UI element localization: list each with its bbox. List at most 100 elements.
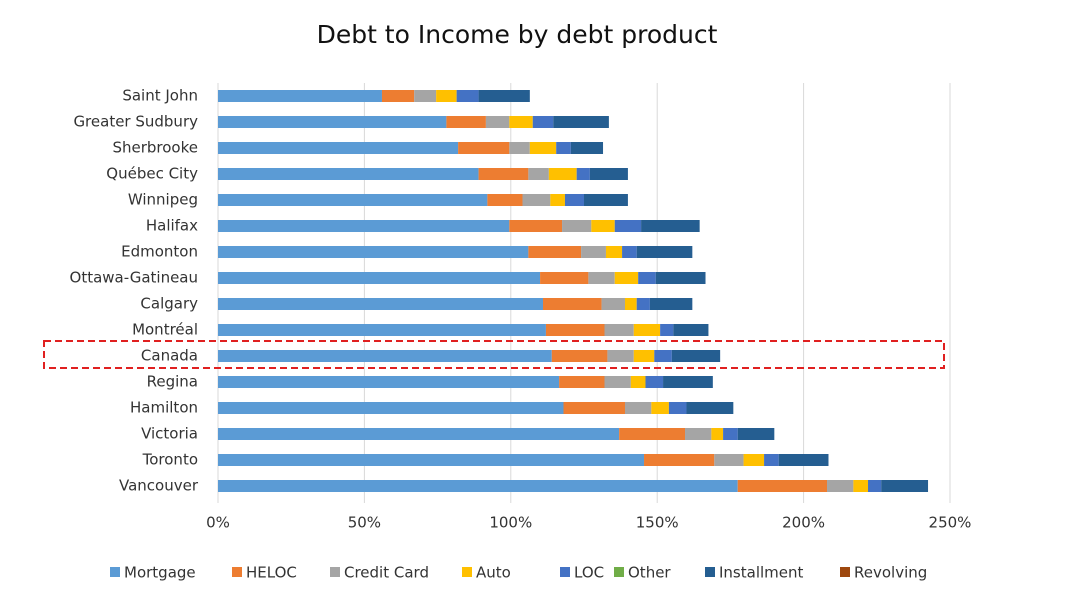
bar-segment: [604, 324, 634, 336]
bar-segment: [868, 480, 882, 492]
bar-segment: [540, 272, 589, 284]
bar-segment: [218, 324, 546, 336]
bar-segment: [591, 220, 615, 232]
y-tick-label: Montréal: [132, 321, 198, 339]
bar-segment: [522, 194, 551, 206]
legend-swatch: [614, 567, 624, 577]
legend-label: Auto: [476, 564, 511, 582]
legend-swatch: [560, 567, 570, 577]
bars: [218, 90, 929, 492]
bar-segment: [827, 480, 854, 492]
bar-segment: [553, 116, 609, 128]
bar-segment: [478, 168, 529, 180]
bar-segment: [509, 220, 563, 232]
bar-segment: [545, 324, 605, 336]
bar-segment: [218, 350, 552, 362]
bar-segment: [381, 90, 415, 102]
bar-segment: [764, 454, 779, 466]
bar-segment: [218, 142, 459, 154]
y-tick-label: Toronto: [142, 451, 198, 469]
bar-segment: [528, 246, 582, 258]
bar-segment: [548, 168, 577, 180]
bar-segment: [564, 194, 584, 206]
bar-segment: [589, 168, 628, 180]
bar-segment: [446, 116, 486, 128]
highlight-box: [43, 340, 945, 369]
y-tick-label: Halifax: [146, 217, 198, 235]
bar-segment: [543, 298, 602, 310]
legend-swatch: [840, 567, 850, 577]
bar-segment: [509, 142, 530, 154]
bar-segment: [660, 324, 674, 336]
legend-label: Installment: [719, 564, 804, 582]
bar-segment: [663, 376, 713, 388]
y-tick-label: Ottawa-Gatineau: [70, 269, 198, 287]
bar-segment: [743, 454, 765, 466]
legend-swatch: [232, 567, 242, 577]
bar-segment: [218, 168, 479, 180]
bar-segment: [584, 194, 628, 206]
y-tick-label: Greater Sudbury: [73, 113, 198, 131]
legend-swatch: [462, 567, 472, 577]
bar-segment: [645, 376, 664, 388]
bar-segment: [218, 376, 560, 388]
bar-segment: [633, 350, 655, 362]
x-tick-label: 250%: [929, 514, 972, 532]
bar-segment: [636, 298, 650, 310]
bar-segment: [576, 168, 590, 180]
x-tick-label: 0%: [206, 514, 230, 532]
bar-segment: [487, 194, 523, 206]
bar-segment: [624, 402, 652, 414]
bar-segment: [529, 142, 557, 154]
x-tick-label: 100%: [489, 514, 532, 532]
bar-segment: [714, 454, 744, 466]
bar-segment: [218, 454, 645, 466]
labels: 0% 50% 100% 150% 200% 250% Saint John Greater S…: [70, 87, 972, 582]
bar-segment: [644, 454, 715, 466]
legend-label: Revolving: [854, 564, 927, 582]
bar-segment: [685, 428, 712, 440]
legend-label: Other: [628, 564, 671, 582]
bar-segment: [604, 376, 631, 388]
bar-segment: [737, 480, 828, 492]
y-tick-label: Vancouver: [119, 477, 199, 495]
bar-segment: [218, 246, 529, 258]
bar-segment: [651, 402, 669, 414]
bar-segment: [668, 402, 687, 414]
legend-label: LOC: [574, 564, 604, 582]
y-tick-label: Saint John: [122, 87, 198, 105]
y-tick-label: Regina: [147, 373, 198, 391]
bar-segment: [581, 246, 606, 258]
bar-segment: [630, 376, 646, 388]
bar-segment: [218, 428, 620, 440]
y-tick-label: Winnipeg: [128, 191, 198, 209]
y-tick-label: Edmonton: [121, 243, 198, 261]
y-tick-label: Québec City: [106, 165, 198, 183]
bar-segment: [723, 428, 738, 440]
bar-segment: [562, 220, 592, 232]
bar-segment: [218, 90, 382, 102]
bar-segment: [649, 298, 693, 310]
bar-segment: [551, 350, 608, 362]
bar-segment: [556, 142, 571, 154]
bar-segment: [607, 350, 634, 362]
bar-segment: [559, 376, 605, 388]
bar-segment: [614, 272, 639, 284]
bar-segment: [614, 220, 642, 232]
bar-segment: [737, 428, 775, 440]
bar-segment: [218, 220, 510, 232]
legend-swatch: [330, 567, 340, 577]
bar-segment: [550, 194, 565, 206]
x-tick-label: 150%: [636, 514, 679, 532]
bar-segment: [532, 116, 554, 128]
bar-segment: [601, 298, 625, 310]
bar-segment: [641, 220, 700, 232]
y-tick-label: Victoria: [141, 425, 198, 443]
legend-swatch: [110, 567, 120, 577]
bar-segment: [881, 480, 929, 492]
chart-title: Debt to Income by debt product: [317, 20, 718, 49]
bar-segment: [456, 90, 479, 102]
bar-segment: [686, 402, 734, 414]
y-tick-label: Hamilton: [130, 399, 198, 417]
bar-segment: [218, 480, 738, 492]
